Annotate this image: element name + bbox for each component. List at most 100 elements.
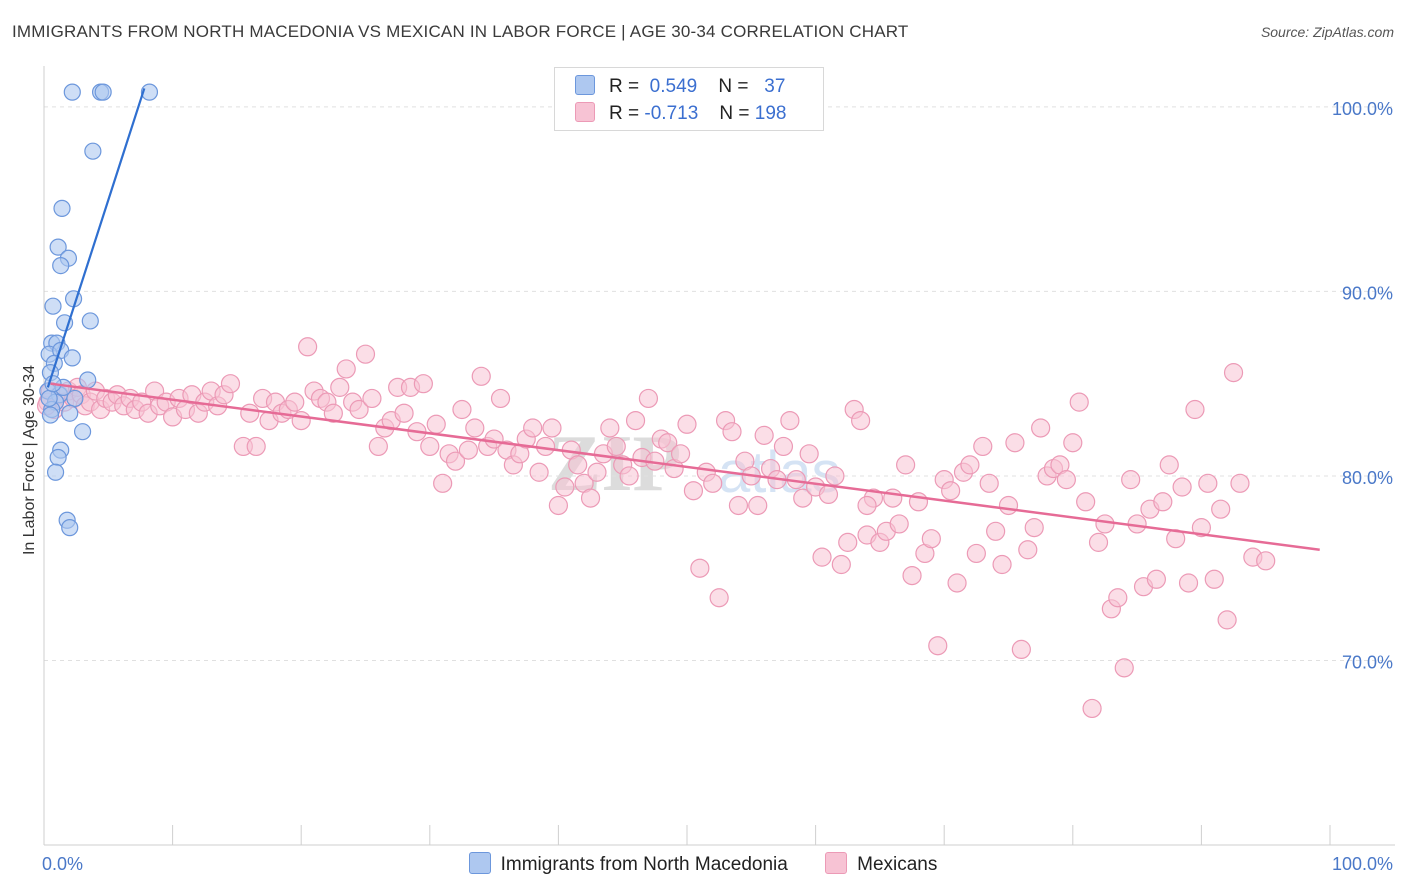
mexicans-point: [355, 344, 376, 364]
north-macedonia-points: [39, 83, 159, 537]
mexicans-point: [368, 436, 388, 457]
mexicans-point: [979, 473, 999, 493]
mexicans-point: [947, 573, 967, 593]
mexicans-point: [413, 374, 433, 394]
mexicans-point: [625, 410, 646, 431]
mexicans-point: [728, 495, 749, 516]
y-tick-labels: 70.0% 80.0% 90.0% 100.0%: [1332, 99, 1393, 673]
mexicans-point: [490, 388, 511, 409]
mexicans-point: [606, 436, 626, 457]
mexicans-point: [690, 558, 710, 578]
x-tick-label-max: 100.0%: [1332, 854, 1393, 874]
mexicans-point: [883, 488, 903, 508]
mexicans-point: [523, 418, 543, 438]
mexicans-point: [889, 514, 909, 534]
mexicans-point: [722, 422, 742, 442]
mexicans-point: [336, 359, 356, 379]
north-macedonia-point: [81, 312, 99, 330]
mexicans-point: [445, 451, 466, 471]
y-tick-label: 70.0%: [1342, 652, 1393, 672]
mexicans-point: [838, 532, 858, 552]
mexicans-point: [960, 455, 980, 475]
mexicans-point: [349, 399, 369, 420]
mexicans-point: [433, 473, 453, 493]
mexicans-point: [323, 403, 343, 423]
mexicans-point: [748, 495, 768, 516]
mexicans-point: [1172, 477, 1192, 497]
mexicans-point: [998, 495, 1019, 516]
mexicans-point: [966, 543, 986, 564]
mexicans-point: [1018, 540, 1038, 560]
mexicans-point: [1230, 473, 1250, 493]
legend-n-value-blue: 37: [764, 76, 786, 97]
legend-n-label: N =: [718, 76, 749, 97]
mexicans-point: [941, 481, 961, 501]
mexicans-point: [426, 414, 446, 434]
trend-lines: [46, 88, 1320, 552]
mexicans-point: [818, 484, 839, 505]
mexicans-point: [548, 495, 569, 516]
mexicans-point: [362, 388, 382, 409]
mexicans-point: [670, 444, 691, 464]
mexicans-point: [1204, 569, 1224, 589]
y-tick-label: 100.0%: [1332, 99, 1393, 119]
legend-r-label: R =: [609, 103, 640, 124]
legend-r-value-blue: 0.549: [649, 76, 698, 97]
mexicans-point: [1088, 532, 1109, 552]
mexicans-point: [921, 529, 941, 549]
mexicans-point: [1153, 492, 1173, 512]
north-macedonia-point: [84, 142, 102, 160]
chart-source: Source: ZipAtlas.com: [1260, 24, 1394, 40]
mexicans-point: [580, 488, 601, 508]
mexicans-point: [568, 455, 588, 475]
mexicans-point: [619, 466, 639, 486]
mexicans-point: [1108, 588, 1128, 608]
mexicans-trend-line: [50, 382, 1320, 552]
mexicans-point: [1223, 363, 1244, 383]
mexicans-point: [471, 366, 491, 386]
mexicans-point: [1114, 658, 1134, 678]
north-macedonia-point: [49, 238, 67, 256]
series-name-north-macedonia: Immigrants from North Macedonia: [500, 854, 788, 875]
mexicans-points: [36, 337, 1276, 719]
mexicans-point: [1211, 499, 1231, 519]
north-macedonia-point: [140, 83, 159, 101]
mexicans-point: [1076, 492, 1096, 512]
mexicans-point: [638, 388, 659, 409]
x-tick-label-min: 0.0%: [42, 854, 83, 874]
mexicans-point: [1082, 698, 1102, 719]
mexicans-point: [793, 488, 813, 508]
mexicans-point: [394, 403, 414, 423]
mexicans-point: [1191, 518, 1212, 538]
mexicans-point: [240, 403, 260, 423]
north-macedonia-point: [40, 389, 58, 408]
mexicans-point: [754, 425, 774, 445]
mexicans-point: [1146, 569, 1166, 589]
mexicans-point: [220, 374, 241, 394]
axes: [43, 66, 1395, 846]
mexicans-point: [465, 418, 485, 438]
north-macedonia-point: [46, 463, 65, 481]
mexicans-point: [452, 399, 472, 420]
legend-swatch-pink: [575, 102, 595, 122]
mexicans-point: [773, 436, 794, 457]
mexicans-point: [1178, 573, 1199, 593]
mexicans-point: [1024, 518, 1044, 538]
mexicans-point: [1063, 433, 1083, 453]
mexicans-point: [825, 466, 845, 486]
legend-r-label: R =: [609, 76, 640, 97]
legend-r-value-pink: -0.713: [644, 103, 699, 124]
mexicans-point: [587, 462, 607, 482]
mexicans-point: [831, 554, 851, 575]
mexicans-point: [246, 436, 266, 457]
mexicans-point: [298, 337, 318, 357]
mexicans-point: [677, 414, 697, 434]
north-macedonia-point: [49, 448, 67, 467]
mexicans-point: [1185, 399, 1205, 420]
mexicans-point: [851, 410, 871, 431]
north-macedonia-point: [63, 349, 81, 367]
mexicans-point: [1031, 418, 1051, 438]
mexicans-point: [458, 440, 478, 460]
mexicans-point: [709, 588, 729, 608]
mexicans-point: [542, 418, 562, 438]
